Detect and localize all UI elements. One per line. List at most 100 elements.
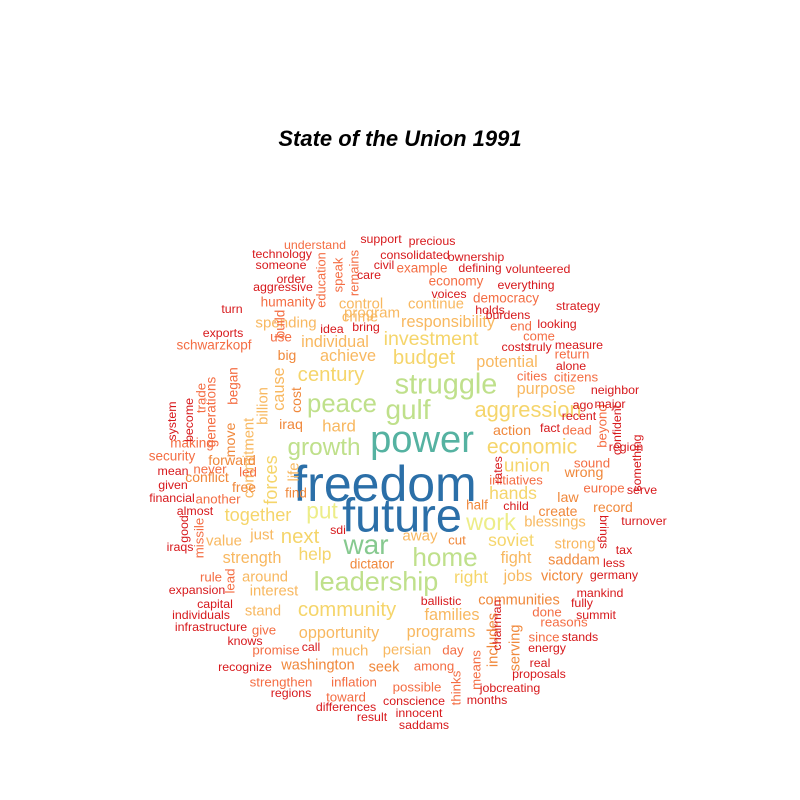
page-title: State of the Union 1991	[278, 126, 522, 151]
word-confident: confident	[609, 404, 624, 456]
word-peace: peace	[307, 390, 377, 419]
word-rule: rule	[199, 569, 223, 585]
word-security: security	[148, 448, 196, 464]
word-purpose: purpose	[516, 379, 576, 398]
word-humanity: humanity	[260, 294, 316, 310]
word-home: home	[412, 541, 478, 572]
word-strengthen: strengthen	[249, 674, 313, 690]
word-spending: spending	[255, 314, 317, 332]
word-soviet: soviet	[488, 530, 534, 551]
word-union: union	[503, 455, 551, 477]
word-conscience: conscience	[383, 693, 445, 708]
word-less: less	[602, 555, 626, 570]
word-away: away	[402, 527, 438, 545]
word-bring: bring	[352, 319, 380, 334]
word-end: end	[510, 318, 532, 334]
word-system: system	[164, 401, 179, 441]
word-possible: possible	[392, 679, 442, 695]
word-turnover: turnover	[621, 513, 667, 528]
word-economic: economic	[486, 435, 578, 459]
word-together: together	[224, 504, 292, 525]
word-technology: technology	[252, 246, 312, 261]
word-half: half	[466, 497, 488, 513]
word-care: care	[356, 267, 382, 282]
word-iraq: iraq	[279, 416, 303, 433]
word-aggression: aggression	[474, 397, 582, 423]
word-support: support	[360, 231, 402, 246]
word-action: action	[492, 422, 532, 439]
word-serving: serving	[507, 624, 524, 672]
word-wrong: wrong	[564, 464, 604, 481]
word-opportunity: opportunity	[298, 623, 380, 642]
word-investment: investment	[383, 328, 479, 351]
word-democracy: democracy	[472, 290, 540, 306]
word-leadership: leadership	[313, 566, 439, 597]
word-washington: washington	[281, 657, 355, 674]
word-help: help	[298, 544, 332, 565]
word-differences: differences	[315, 699, 377, 714]
word-around: around	[241, 569, 289, 586]
word-crime: crime	[341, 309, 379, 326]
word-burdens: burdens	[485, 307, 531, 322]
word-real: real	[529, 655, 551, 670]
word-fact: fact	[540, 420, 560, 435]
word-use: use	[270, 329, 292, 345]
word-achieve: achieve	[319, 346, 377, 365]
word-regions: regions	[270, 685, 312, 700]
word-given: given	[158, 477, 188, 492]
word-put: put	[306, 497, 338, 524]
word-community: community	[297, 598, 397, 621]
word-child: child	[503, 498, 529, 513]
word-proposals: proposals	[512, 666, 566, 681]
word-control: control	[338, 296, 384, 313]
word-education: education	[313, 252, 329, 308]
word-return: return	[554, 346, 590, 362]
word-persian: persian	[382, 642, 432, 659]
word-big: big	[277, 347, 297, 363]
word-done: done	[532, 604, 562, 620]
word-fully: fully	[570, 595, 594, 610]
word-capital: capital	[197, 596, 233, 611]
word-budget: budget	[392, 346, 456, 369]
word-among: among	[413, 658, 455, 674]
word-order: order	[276, 271, 306, 286]
word-economy: economy	[428, 273, 484, 289]
word-forces: forces	[260, 455, 281, 505]
word-families: families	[424, 605, 480, 624]
word-everything: everything	[497, 277, 555, 292]
word-recognize: recognize	[218, 659, 272, 674]
word-program: program	[343, 304, 401, 322]
word-cost: cost	[288, 387, 304, 413]
word-someone: someone	[255, 257, 307, 272]
word-value: value	[205, 532, 243, 550]
word-summit: summit	[576, 607, 616, 622]
word-schwarzkopf: schwarzkopf	[176, 337, 252, 353]
word-germany: germany	[589, 567, 639, 582]
word-knows: knows	[227, 633, 263, 648]
word-almost: almost	[176, 503, 214, 518]
word-give: give	[251, 622, 277, 638]
word-individuals: individuals	[172, 607, 230, 622]
word-struggle: struggle	[394, 368, 498, 401]
word-create: create	[538, 503, 578, 519]
word-much: much	[331, 642, 369, 660]
word-find: find	[285, 485, 307, 501]
word-precious: precious	[408, 233, 456, 248]
word-sdi: sdi	[330, 522, 346, 537]
word-reasons: reasons	[540, 614, 588, 630]
word-sound: sound	[573, 455, 611, 471]
word-rates: rates	[490, 456, 505, 484]
word-major: major	[594, 396, 626, 411]
word-responsibility: responsibility	[401, 312, 495, 331]
word-communities: communities	[478, 592, 560, 609]
word-consolidated: consolidated	[380, 247, 450, 262]
word-war: war	[343, 529, 389, 561]
word-free: free	[231, 479, 257, 495]
word-citizens: citizens	[553, 369, 599, 385]
word-innocent: innocent	[395, 705, 443, 720]
word-dictator: dictator	[349, 556, 395, 572]
word-energy: energy	[528, 640, 566, 655]
word-interest: interest	[249, 583, 299, 600]
word-growth: growth	[287, 433, 361, 461]
